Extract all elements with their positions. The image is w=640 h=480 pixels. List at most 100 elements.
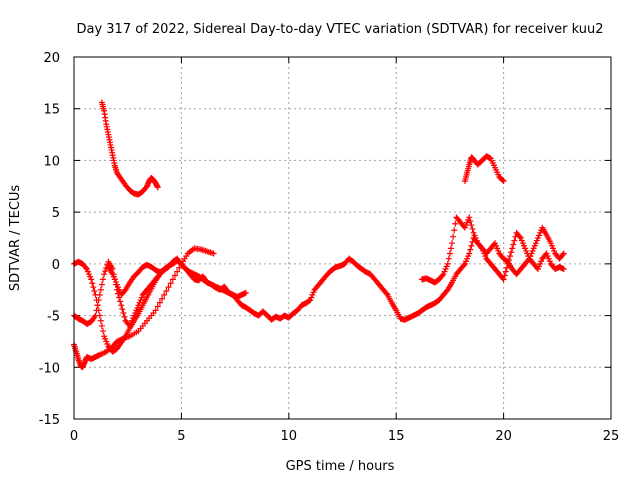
plot-frame <box>73 56 612 420</box>
data-point <box>176 264 183 271</box>
data-point <box>439 272 446 279</box>
data-point <box>91 288 98 295</box>
data-point <box>560 250 567 257</box>
x-tick-label: 20 <box>495 429 512 444</box>
data-point <box>210 250 217 257</box>
data-point <box>306 297 313 304</box>
series-track-g <box>418 214 567 286</box>
data-point <box>510 241 517 248</box>
grid <box>74 57 611 419</box>
data-point <box>468 222 475 229</box>
y-tick-label: -10 <box>39 361 60 376</box>
y-tick-label: 10 <box>43 154 60 169</box>
data-point <box>154 184 161 191</box>
y-tick-label: 20 <box>43 51 60 66</box>
data-point <box>507 253 514 260</box>
data-point <box>118 302 125 309</box>
data-point <box>452 220 459 227</box>
x-tick-label: 5 <box>177 429 185 444</box>
data-point <box>92 291 99 298</box>
data-point <box>499 177 506 184</box>
data-point <box>97 317 104 324</box>
data-point <box>159 295 166 302</box>
y-tick-label: -5 <box>47 310 60 325</box>
series-track-a <box>98 99 161 198</box>
y-axis-label: SDTVAR / TECUs <box>8 185 23 292</box>
data-point <box>445 255 452 262</box>
data-point <box>469 225 476 232</box>
series-track-f <box>105 255 249 300</box>
data-point <box>500 178 507 185</box>
data-point <box>466 214 473 221</box>
data-point <box>165 284 172 291</box>
data-point <box>467 218 474 225</box>
data-point <box>152 307 159 314</box>
data-point <box>98 322 105 329</box>
data-point <box>466 250 473 257</box>
x-tick-label: 10 <box>281 429 298 444</box>
x-tick-label: 25 <box>603 429 620 444</box>
data-point <box>102 268 109 275</box>
data-point <box>98 281 105 288</box>
data-point <box>88 276 95 283</box>
data-point <box>468 242 475 249</box>
data-point <box>446 250 453 257</box>
data-point <box>174 268 181 275</box>
axis-ticks: 0 5 10 15 20 25 -15 -10 -5 0 5 10 15 20 <box>39 51 620 444</box>
data-point <box>559 251 566 258</box>
data-point <box>502 268 509 275</box>
data-point <box>93 297 100 304</box>
y-tick-label: 5 <box>52 206 60 221</box>
data-point <box>99 276 106 283</box>
data-point <box>501 272 508 279</box>
data-point <box>117 298 124 305</box>
data-point <box>163 288 170 295</box>
x-axis-label: GPS time / hours <box>286 459 395 474</box>
data-point <box>95 307 102 314</box>
data-point <box>509 245 516 252</box>
data-point <box>447 245 454 252</box>
data-point <box>508 249 515 256</box>
data-point <box>560 266 567 273</box>
data-point <box>156 299 163 306</box>
data-point <box>99 328 106 335</box>
data-point <box>82 264 89 271</box>
series-track-b <box>461 153 507 185</box>
data-point <box>90 284 97 291</box>
data-point <box>516 233 523 240</box>
data-point <box>383 290 390 297</box>
x-tick-label: 0 <box>70 429 78 444</box>
data-point <box>449 240 456 247</box>
series-track-d <box>71 245 217 371</box>
data-point <box>460 262 467 269</box>
series-track-h <box>436 224 567 304</box>
data-point <box>169 276 176 283</box>
data-marks <box>71 99 567 371</box>
y-tick-label: 0 <box>52 258 60 273</box>
y-tick-label: 15 <box>43 103 60 118</box>
data-point <box>97 286 104 293</box>
data-point <box>120 309 127 316</box>
data-point <box>500 276 507 283</box>
data-point <box>121 288 128 295</box>
data-point <box>121 313 128 320</box>
data-point <box>171 272 178 279</box>
data-point <box>451 227 458 234</box>
data-point <box>511 237 518 244</box>
data-point <box>154 303 161 310</box>
data-point <box>443 288 450 295</box>
series-track-e <box>71 258 163 355</box>
data-point <box>94 302 101 309</box>
chart-title: Day 317 of 2022, Sidereal Day-to-day VTE… <box>76 22 603 37</box>
data-point <box>101 271 108 278</box>
data-point <box>167 280 174 287</box>
data-point <box>96 312 103 319</box>
x-tick-label: 15 <box>388 429 405 444</box>
y-tick-label: -15 <box>39 413 60 428</box>
series-track-c <box>71 255 443 329</box>
data-point <box>525 256 532 263</box>
data-point <box>119 306 126 313</box>
data-point <box>467 246 474 253</box>
data-point <box>242 289 249 296</box>
